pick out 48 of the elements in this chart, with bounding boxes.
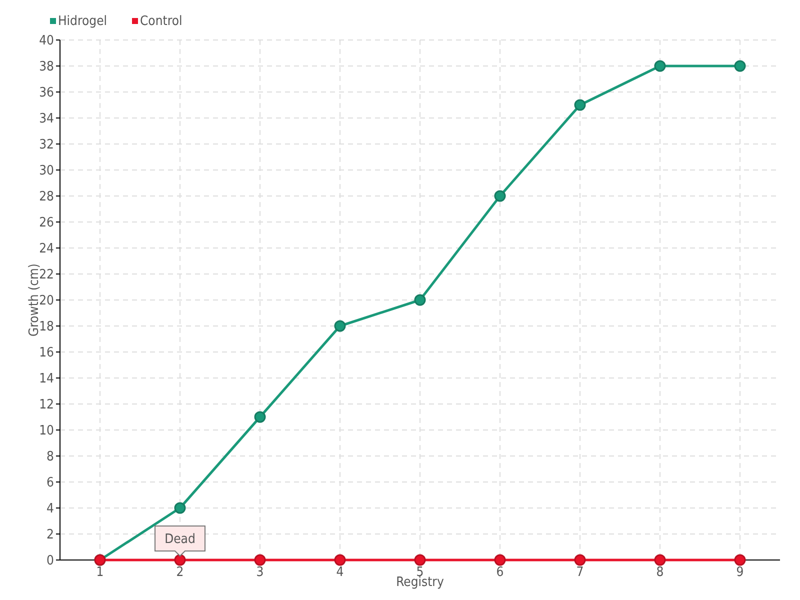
point <box>254 554 266 566</box>
y-tick-label: 10 <box>39 424 54 439</box>
y-tick-label: 22 <box>39 268 54 283</box>
point <box>334 554 346 566</box>
y-tick-label: 36 <box>39 86 54 101</box>
y-tick-label: 28 <box>39 190 54 205</box>
x-tick-label: 8 <box>656 565 664 580</box>
y-tick-label: 4 <box>46 502 54 517</box>
point <box>654 554 666 566</box>
point <box>494 554 506 566</box>
y-tick-label: 2 <box>46 528 54 543</box>
point <box>254 411 266 423</box>
y-tick-label: 6 <box>46 476 54 491</box>
legend-label: Hidrogel <box>58 14 108 29</box>
legend-label: Control <box>140 14 182 29</box>
x-tick-label: 6 <box>496 565 504 580</box>
y-tick-label: 0 <box>46 554 54 569</box>
point <box>174 554 186 566</box>
x-tick-label: 4 <box>336 565 344 580</box>
y-tick-label: 12 <box>39 398 54 413</box>
y-tick-label: 16 <box>39 346 54 361</box>
point <box>574 99 586 111</box>
y-tick-label: 32 <box>39 138 54 153</box>
y-tick-label: 8 <box>46 450 54 465</box>
x-tick-label: 1 <box>96 565 104 580</box>
y-tick-label: 20 <box>39 294 54 309</box>
x-tick-label: 3 <box>256 565 264 580</box>
point <box>414 554 426 566</box>
point <box>174 502 186 514</box>
y-tick-label: 18 <box>39 320 54 335</box>
y-tick-label: 30 <box>39 164 54 179</box>
point <box>414 294 426 306</box>
y-tick-label: 34 <box>39 112 54 127</box>
annotation: Dead <box>164 532 196 547</box>
x-tick-label: 7 <box>576 565 584 580</box>
point <box>734 60 746 72</box>
y-tick-label: 24 <box>39 242 54 257</box>
point <box>494 190 506 202</box>
y-tick-label: 14 <box>39 372 54 387</box>
point <box>574 554 586 566</box>
x-tick-label: 2 <box>176 565 184 580</box>
y-tick-label: 26 <box>39 216 54 231</box>
point <box>654 60 666 72</box>
x-tick-label: 9 <box>736 565 744 580</box>
y-tick-label: 40 <box>39 34 54 49</box>
point <box>334 320 346 332</box>
point <box>734 554 746 566</box>
y-tick-label: 38 <box>39 60 54 75</box>
